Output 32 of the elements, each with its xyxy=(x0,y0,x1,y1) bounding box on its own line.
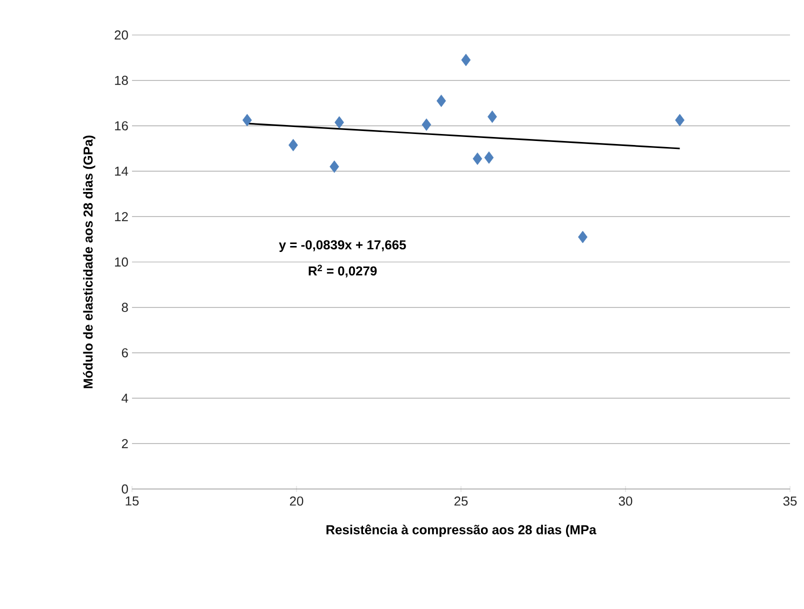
y-tick-label: 4 xyxy=(122,394,128,403)
point xyxy=(422,118,432,131)
y-tick-label: 8 xyxy=(122,302,128,312)
point xyxy=(472,152,482,165)
y-tick-label: 18 xyxy=(115,76,128,85)
x-tick-label: 30 xyxy=(618,496,632,506)
point xyxy=(288,138,298,152)
y-tick-label: 16 xyxy=(115,121,128,130)
y-axis-title: Módulo de elasticidade aos 28 dias (GPa) xyxy=(83,136,96,388)
point xyxy=(334,116,344,129)
y-tick-label: 14 xyxy=(115,166,128,176)
annotation: y = -0,0839x + 17,665 xyxy=(278,240,406,252)
x-tick-label: 25 xyxy=(454,496,468,506)
y-tick-label: 20 xyxy=(114,30,128,40)
point xyxy=(330,160,340,173)
point xyxy=(675,114,684,126)
x-tick-label: 15 xyxy=(126,496,139,506)
y-tick-label: 0 xyxy=(122,484,128,494)
y-tick-label: 12 xyxy=(115,212,128,222)
point xyxy=(484,151,494,164)
y-tick-label: 6 xyxy=(122,348,128,358)
point xyxy=(436,94,446,108)
y-tick-label: 2 xyxy=(122,439,128,448)
point xyxy=(488,110,497,123)
point xyxy=(242,114,252,126)
x-tick-label: 20 xyxy=(290,496,304,506)
annotation: R$^{2}$ = 0,0279 xyxy=(308,264,377,278)
point xyxy=(578,230,588,244)
point xyxy=(461,54,471,66)
y-tick-label: 10 xyxy=(115,257,128,267)
x-axis-title: Resistência à compressão aos 28 dias (MPa xyxy=(326,524,596,537)
x-tick-label: 35 xyxy=(783,496,797,506)
